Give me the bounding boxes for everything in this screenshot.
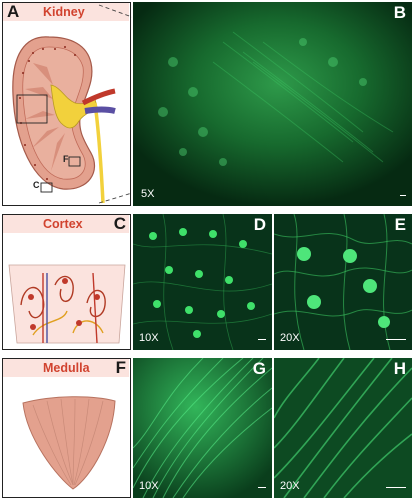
panel-letter-a: A [7, 2, 20, 21]
region-label-cortex: C [33, 180, 40, 190]
row-title-kidney: Kidney [43, 5, 85, 19]
panel-d-micrograph-10x: D 10X [133, 214, 272, 350]
row-label-background-cortex [3, 215, 129, 233]
panel-e-micrograph-20x: E 20X [274, 214, 412, 350]
scale-bar-g [258, 486, 266, 488]
panel-c-cortex-illustration: Cortex C [2, 214, 131, 350]
kidney-illustration [12, 4, 132, 204]
panel-b-micrograph-5x: B 5X [133, 2, 412, 206]
scale-bar-h [386, 486, 406, 488]
row-label-background-medulla [3, 359, 129, 377]
panel-f-medulla-illustration: Medulla F [2, 358, 131, 498]
row-title-cortex: Cortex [43, 217, 83, 231]
panel-letter-c: C [113, 214, 126, 233]
magnification-label-b: 5X [141, 188, 155, 200]
panel-letter-d: D [253, 215, 266, 234]
panel-a-kidney-illustration: A Kidney F C [2, 2, 132, 206]
medulla-pyramid-illustration [22, 396, 116, 490]
row-title-medulla: Medulla [43, 361, 90, 375]
panel-letter-g: G [252, 359, 266, 378]
magnification-label-g: 10X [139, 480, 159, 492]
magnification-label-h: 20X [280, 480, 300, 492]
panel-letter-f: F [115, 358, 126, 377]
magnification-label-d: 10X [139, 332, 159, 344]
panel-g-micrograph-10x: G 10X [133, 358, 272, 498]
scale-bar-e [386, 338, 406, 340]
panel-letter-e: E [394, 215, 406, 234]
cortex-nephron-illustration [8, 264, 126, 344]
scale-bar-b [400, 194, 406, 196]
panel-h-micrograph-20x: H 20X [274, 358, 412, 498]
panel-letter-b: B [393, 3, 406, 22]
panel-letter-h: H [393, 359, 406, 378]
magnification-label-e: 20X [280, 332, 300, 344]
scale-bar-d [258, 338, 266, 340]
row-label-background-kidney [3, 3, 129, 21]
region-label-medulla: F [63, 154, 69, 164]
